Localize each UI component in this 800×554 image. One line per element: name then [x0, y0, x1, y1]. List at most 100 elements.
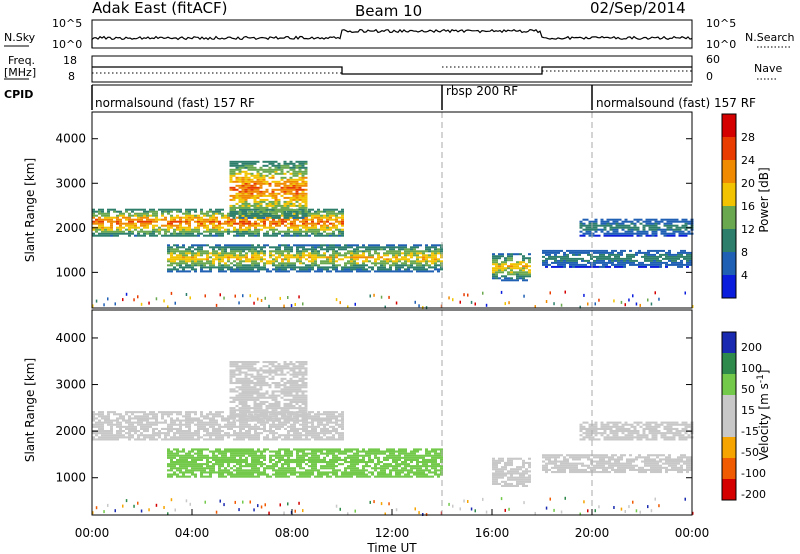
freq-label: Freq. [8, 54, 35, 67]
velocity-cell [277, 367, 281, 370]
power-cell [320, 220, 323, 223]
velocity-cell [289, 407, 293, 410]
power-cell [260, 266, 263, 269]
power-cell [296, 218, 299, 221]
power-cell [684, 232, 688, 235]
power-cell [233, 226, 236, 229]
velocity-cell [170, 463, 173, 466]
power-cell [672, 220, 676, 223]
velocity-cell [230, 467, 233, 470]
velocity-cell [311, 419, 314, 422]
velocity-cell [259, 386, 263, 389]
power-cell [326, 214, 329, 217]
power-cell [131, 214, 134, 217]
power-cell [182, 228, 185, 231]
velocity-cell [122, 417, 125, 420]
power-cell [238, 214, 242, 217]
velocity-cell [286, 411, 290, 414]
power-cell [498, 257, 501, 260]
power-cell [200, 268, 203, 271]
power-cell [119, 230, 122, 233]
power-cell [302, 266, 305, 269]
power-cell [269, 210, 272, 213]
power-cell [416, 258, 419, 261]
velocity-cell [284, 436, 287, 439]
velocity-cell [305, 419, 308, 422]
power-cell [680, 253, 683, 256]
velocity-cell [253, 398, 257, 401]
power-cell [161, 224, 164, 227]
power-cell [347, 244, 350, 247]
power-cell [203, 224, 206, 227]
power-cell [317, 212, 320, 215]
power-cell [668, 255, 671, 258]
velocity-cell [235, 386, 239, 389]
power-cell [116, 226, 119, 229]
power-cell [290, 216, 293, 219]
power-cell [209, 230, 212, 233]
velocity-cell [98, 415, 101, 418]
power-cell [295, 182, 299, 185]
velocity-cell [241, 382, 245, 385]
power-cell [314, 216, 317, 219]
velocity-cell [229, 415, 233, 418]
velocity-cell [248, 411, 251, 414]
power-cell [341, 234, 344, 237]
velocity-cell [104, 438, 107, 441]
power-cell [344, 266, 347, 269]
power-cell [283, 204, 287, 207]
velocity-cell [128, 411, 131, 414]
velocity-cell [274, 419, 278, 422]
power-cell [277, 214, 281, 217]
power-cell [675, 224, 679, 227]
power-cell [271, 162, 275, 165]
velocity-cell [259, 394, 263, 397]
power-cell [395, 266, 398, 269]
power-cell [277, 204, 281, 207]
power-cell [410, 270, 413, 273]
power-cell [253, 200, 257, 203]
power-cell [230, 218, 233, 221]
velocity-cell [292, 363, 296, 366]
velocity-cell [206, 456, 209, 459]
power-cell [232, 194, 236, 197]
power-cell [176, 244, 179, 247]
velocity-cell [170, 467, 173, 470]
power-cell [356, 256, 359, 259]
power-cell [332, 252, 335, 255]
power-cell [134, 208, 137, 211]
power-cell [344, 270, 347, 273]
velocity-cell [245, 465, 248, 468]
velocity-cell [238, 367, 242, 370]
power-cell [587, 251, 590, 254]
power-cell [684, 228, 688, 231]
velocity-cell [265, 390, 269, 393]
power-cell [689, 259, 692, 262]
velocity-cell [280, 413, 284, 416]
velocity-cell [173, 411, 176, 414]
power-cell [247, 206, 251, 209]
velocity-cell [143, 427, 146, 430]
power-cell [338, 212, 341, 215]
cpid-panel: CPID normalsound (fast) 157 RF rbsp 200 … [4, 84, 756, 110]
power-cell [221, 254, 224, 257]
power-cell [666, 220, 670, 223]
power-cell [332, 262, 335, 265]
velocity-cell [200, 452, 203, 455]
power-cell [245, 268, 248, 271]
velocity-cell [244, 398, 248, 401]
velocity-cell [170, 469, 173, 472]
velocity-cell [323, 434, 326, 437]
power-cell [289, 204, 293, 207]
power-cell [101, 210, 104, 213]
velocity-cell [101, 411, 104, 414]
power-cell [280, 210, 284, 213]
velocity-cell [98, 438, 101, 441]
power-cell [206, 230, 209, 233]
velocity-cell [301, 375, 305, 378]
power-cell [284, 232, 287, 235]
power-cell [335, 268, 338, 271]
power-cell [259, 182, 263, 185]
velocity-cell [101, 427, 104, 430]
power-cell [341, 228, 344, 231]
